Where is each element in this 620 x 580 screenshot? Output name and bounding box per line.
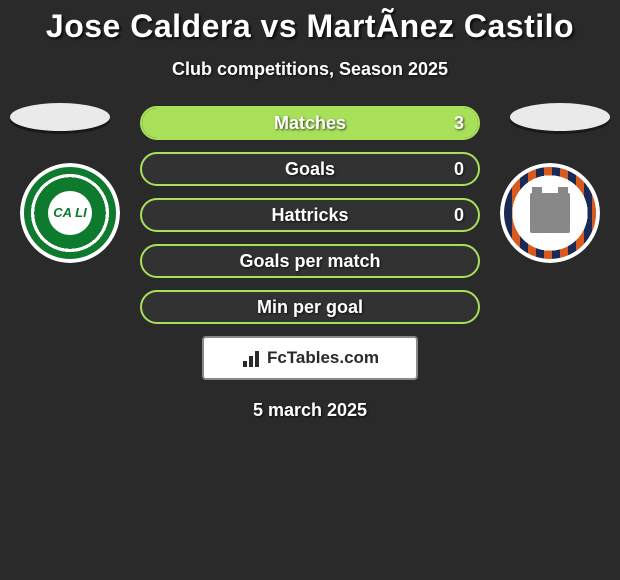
bar-chart-icon <box>241 349 263 367</box>
stat-value: 3 <box>454 113 464 134</box>
comparison-date: 5 march 2025 <box>0 400 620 421</box>
club-logo-left: CA LI <box>20 163 120 263</box>
stats-list: Matches 3 Goals 0 Hattricks 0 Goals per … <box>140 106 480 324</box>
stat-label: Matches <box>274 113 346 134</box>
brand-badge[interactable]: FcTables.com <box>202 336 418 380</box>
stat-row-min-per-goal: Min per goal <box>140 290 480 324</box>
stat-row-goals: Goals 0 <box>140 152 480 186</box>
stat-row-goals-per-match: Goals per match <box>140 244 480 278</box>
brand-text: FcTables.com <box>267 348 379 368</box>
stat-label: Goals <box>285 159 335 180</box>
player-avatar-right <box>510 103 610 131</box>
club-logo-right-ring <box>500 163 600 263</box>
subtitle: Club competitions, Season 2025 <box>0 59 620 80</box>
player-avatar-left <box>10 103 110 131</box>
club-logo-right <box>500 163 600 263</box>
stat-label: Hattricks <box>271 205 348 226</box>
stat-value: 0 <box>454 205 464 226</box>
stat-value: 0 <box>454 159 464 180</box>
stat-label: Min per goal <box>257 297 363 318</box>
comparison-body: CA LI Matches 3 Goals 0 Hattricks 0 Goal… <box>0 106 620 421</box>
stat-row-hattricks: Hattricks 0 <box>140 198 480 232</box>
page-title: Jose Caldera vs MartÃ­nez Castilo <box>0 0 620 45</box>
stat-label: Goals per match <box>239 251 380 272</box>
club-logo-left-ring <box>20 163 120 263</box>
stat-row-matches: Matches 3 <box>140 106 480 140</box>
